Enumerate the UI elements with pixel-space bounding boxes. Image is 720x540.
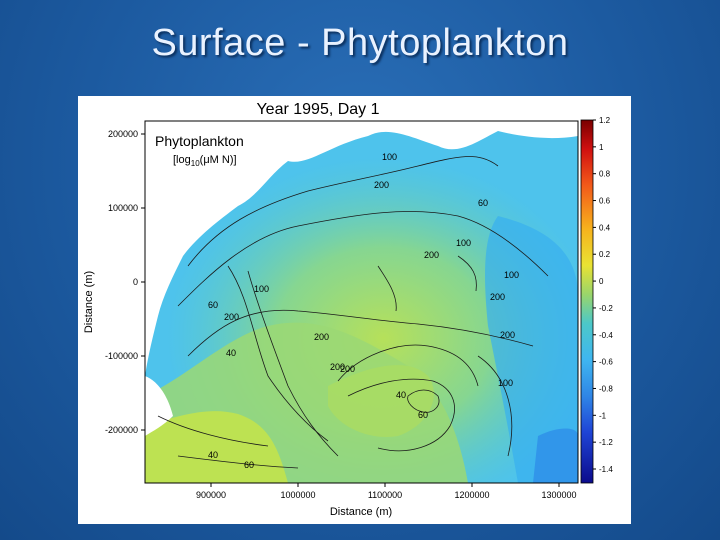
map-field	[145, 121, 578, 483]
colorbar-tick-label: 0.2	[599, 250, 611, 259]
x-axis: 900000 1000000 1100000 1200000 1300000 D…	[196, 483, 577, 518]
x-axis-label: Distance (m)	[330, 506, 392, 518]
contour-label: 200	[500, 330, 515, 340]
x-tick-label: 1100000	[368, 490, 402, 500]
contour-label: 100	[382, 152, 397, 162]
slide-title: Surface - Phytoplankton	[151, 22, 569, 64]
contour-label: 100	[498, 378, 513, 388]
x-tick-label: 1000000	[280, 490, 315, 500]
contour-label: 60	[418, 410, 428, 420]
contour-label: 60	[208, 300, 218, 310]
variable-label: Phytoplankton	[155, 133, 244, 149]
contour-label: 200	[424, 250, 439, 260]
contour-label: 200	[330, 362, 345, 372]
colorbar-tick-label: 0.4	[599, 223, 611, 232]
contour-label: 60	[244, 460, 254, 470]
y-tick-label: -200000	[105, 425, 138, 435]
contour-label: 200	[340, 364, 355, 374]
map-figure-svg: Year 1995, Day 1	[83, 101, 613, 518]
contour-label: 100	[504, 270, 519, 280]
y-axis-label: Distance (m)	[83, 271, 95, 333]
contour-label: 100	[254, 284, 269, 294]
contour-label: 40	[396, 390, 406, 400]
plot-frame	[144, 120, 579, 484]
contour-labels: 100 200 200 200 200 200 100 100 200 100 …	[208, 152, 519, 470]
x-tick-label: 1300000	[541, 490, 576, 500]
y-axis: 200000 100000 0 -100000 -200000 Distance…	[83, 129, 145, 435]
contour-label: 100	[456, 238, 471, 248]
colorbar-tick-label: -1.4	[599, 465, 613, 474]
contour-label: 200	[490, 292, 505, 302]
colorbar-tick-label: -1.2	[599, 438, 613, 447]
contour-label: 200	[314, 332, 329, 342]
y-tick-label: -100000	[105, 351, 138, 361]
colorbar-tick-label: 1.2	[599, 116, 611, 125]
colorbar-tick-label: -0.6	[599, 358, 613, 367]
colorbar-tick-label: 0.8	[599, 170, 611, 179]
y-tick-label: 0	[133, 277, 138, 287]
contour-label: 40	[208, 450, 218, 460]
y-tick-label: 100000	[108, 203, 138, 213]
contour-label: 60	[478, 198, 488, 208]
contour-label: 40	[226, 348, 236, 358]
colorbar-tick-label: -0.8	[599, 384, 613, 393]
phytoplankton-figure: Year 1995, Day 1	[78, 96, 631, 524]
colorbar-gradient	[580, 119, 594, 484]
x-tick-label: 1200000	[454, 490, 489, 500]
units-label: [log10(μM N)]	[173, 154, 237, 168]
x-tick-label: 900000	[196, 490, 226, 500]
colorbar: 1.2 1 0.8 0.6 0.4 0.2 0 -0.2 -0.4 -0.6 -0.8 -1 -1.2 -…	[580, 116, 613, 484]
colorbar-tick-label: -1	[599, 411, 607, 420]
colorbar-tick-label: 0	[599, 277, 604, 286]
colorbar-tick-label: 0.6	[599, 197, 611, 206]
colorbar-tick-label: -0.2	[599, 304, 613, 313]
colorbar-tick-label: 1	[599, 143, 604, 152]
contour-label: 200	[224, 312, 239, 322]
colorbar-tick-label: -0.4	[599, 331, 613, 340]
plot-title: Year 1995, Day 1	[256, 101, 379, 118]
contour-label: 200	[374, 180, 389, 190]
y-tick-label: 200000	[108, 129, 138, 139]
